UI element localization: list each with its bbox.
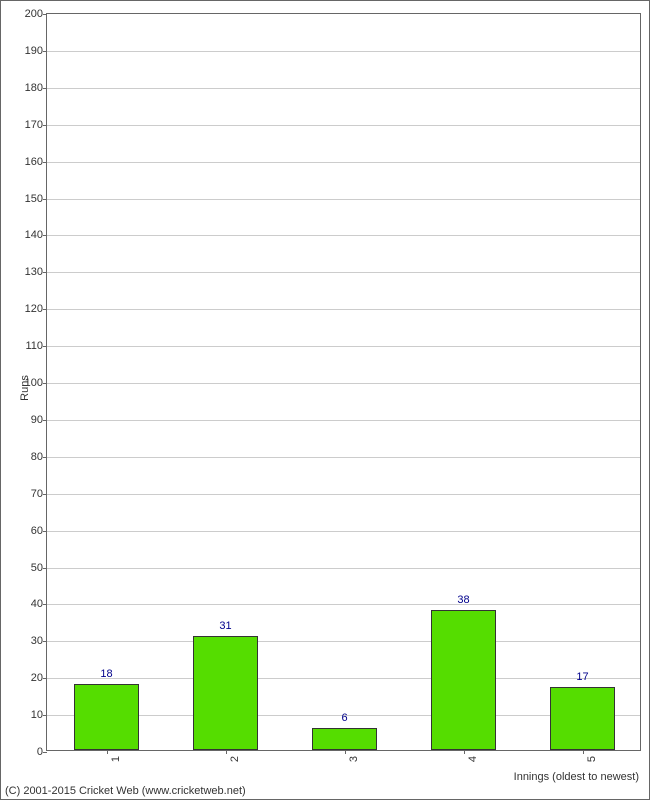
x-tick-label: 2 [229,756,241,762]
x-tick-mark [583,750,584,754]
y-tick-mark [43,531,47,532]
y-tick-mark [43,641,47,642]
bar-value-label: 38 [457,594,469,606]
y-tick-mark [43,715,47,716]
y-tick-mark [43,420,47,421]
y-tick-mark [43,568,47,569]
gridline [47,235,640,236]
y-tick-mark [43,235,47,236]
bar-value-label: 31 [219,620,231,632]
gridline [47,199,640,200]
y-axis-label: Runs [19,375,31,401]
x-axis-label: Innings (oldest to newest) [514,771,639,783]
x-tick-label: 3 [348,756,360,762]
y-tick-mark [43,14,47,15]
x-tick-label: 4 [467,756,479,762]
chart-container: 0102030405060708090100110120130140150160… [0,0,650,800]
gridline [47,383,640,384]
gridline [47,272,640,273]
y-tick-mark [43,457,47,458]
x-tick-mark [464,750,465,754]
x-tick-mark [226,750,227,754]
gridline [47,162,640,163]
y-tick-mark [43,346,47,347]
gridline [47,457,640,458]
x-tick-label: 1 [110,756,122,762]
y-tick-mark [43,604,47,605]
bar-value-label: 17 [576,671,588,683]
gridline [47,494,640,495]
bar-value-label: 18 [100,668,112,680]
gridline [47,641,640,642]
gridline [47,309,640,310]
y-tick-mark [43,162,47,163]
bar [193,636,258,750]
gridline [47,568,640,569]
bar [431,610,496,750]
x-tick-mark [345,750,346,754]
y-tick-mark [43,272,47,273]
bar [312,728,377,750]
gridline [47,88,640,89]
x-tick-mark [107,750,108,754]
y-tick-mark [43,752,47,753]
gridline [47,51,640,52]
y-tick-mark [43,678,47,679]
gridline [47,604,640,605]
gridline [47,678,640,679]
bar [74,684,139,750]
y-tick-mark [43,51,47,52]
gridline [47,531,640,532]
y-tick-mark [43,383,47,384]
y-tick-mark [43,309,47,310]
bar [550,687,615,750]
y-tick-mark [43,199,47,200]
gridline [47,346,640,347]
y-tick-mark [43,494,47,495]
y-tick-mark [43,88,47,89]
plot-area: 0102030405060708090100110120130140150160… [46,13,641,751]
gridline [47,420,640,421]
x-tick-label: 5 [586,756,598,762]
bar-value-label: 6 [341,712,347,724]
copyright-footer: (C) 2001-2015 Cricket Web (www.cricketwe… [5,785,246,797]
y-tick-mark [43,125,47,126]
gridline [47,125,640,126]
